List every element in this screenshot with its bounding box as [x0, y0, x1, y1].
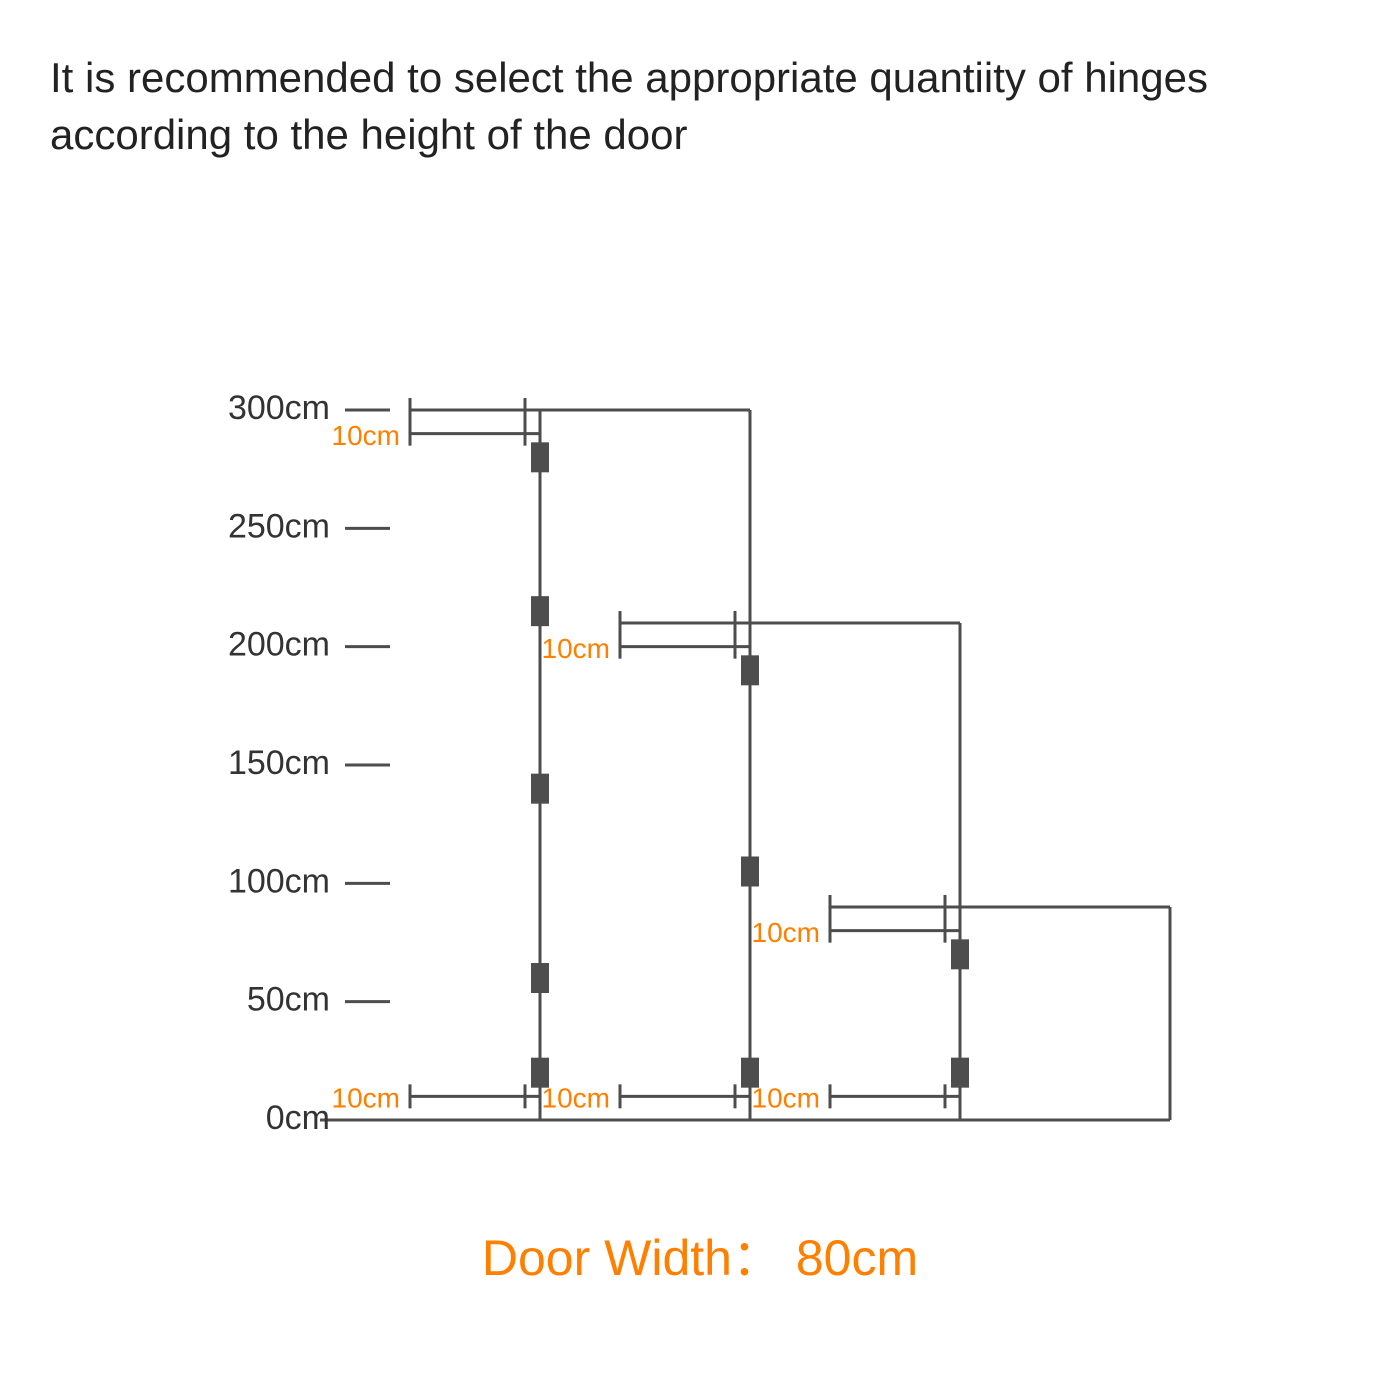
door-300-ann-text-1: 10cm: [332, 1083, 400, 1114]
door-300-hinge-0: [531, 442, 549, 472]
axis-label: 200cm: [228, 626, 330, 664]
door-210-hinge-0: [741, 655, 759, 685]
axis-label: 100cm: [228, 862, 330, 900]
door-300-hinge-2: [531, 774, 549, 804]
door-90-ann-text-0: 10cm: [752, 917, 820, 948]
door-300-hinge-3: [531, 963, 549, 993]
door-90-hinge-0: [951, 939, 969, 969]
door-90-ann-text-1: 10cm: [752, 1083, 820, 1114]
axis-label: 50cm: [247, 981, 330, 1019]
axis-label: 150cm: [228, 744, 330, 782]
axis-label: 300cm: [228, 389, 330, 427]
door-210-hinge-1: [741, 856, 759, 886]
door-300-hinge-1: [531, 596, 549, 626]
hinge-diagram: 0cm50cm100cm150cm200cm250cm300cm10cm10cm…: [0, 0, 1400, 1400]
door-width-label: Door Width： 80cm: [0, 1218, 1400, 1290]
door-300-ann-text-0: 10cm: [332, 420, 400, 451]
door-210-ann-text-1: 10cm: [542, 1083, 610, 1114]
door-90-hinge-1: [951, 1058, 969, 1088]
axis-label: 250cm: [228, 507, 330, 545]
axis-label: 0cm: [266, 1099, 330, 1137]
door-210-ann-text-0: 10cm: [542, 633, 610, 664]
